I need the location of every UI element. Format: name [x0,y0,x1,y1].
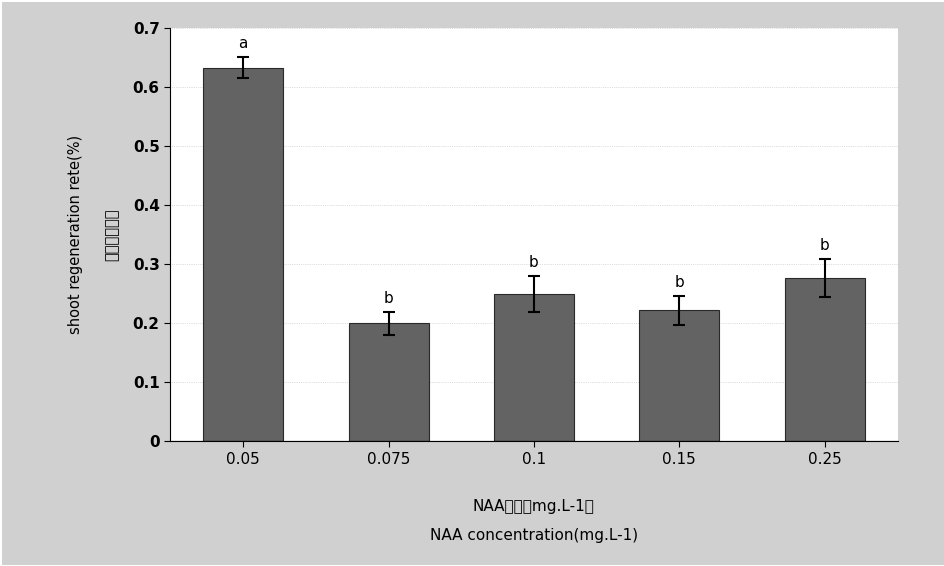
Bar [639,310,718,441]
Text: b: b [383,291,393,306]
Text: b: b [529,255,538,271]
Text: NAA浓度（mg.L-1）: NAA浓度（mg.L-1） [473,499,594,514]
Bar [494,294,573,441]
Text: b: b [819,238,829,253]
Bar [348,323,428,441]
Bar [784,278,864,441]
Text: 芝试导再生率: 芝试导再生率 [104,209,119,261]
Text: NAA concentration(mg.L-1): NAA concentration(mg.L-1) [430,528,637,543]
Text: shoot regeneration rete(%): shoot regeneration rete(%) [68,135,83,335]
Bar [203,68,283,441]
Text: b: b [674,275,683,290]
Text: a: a [238,36,247,52]
